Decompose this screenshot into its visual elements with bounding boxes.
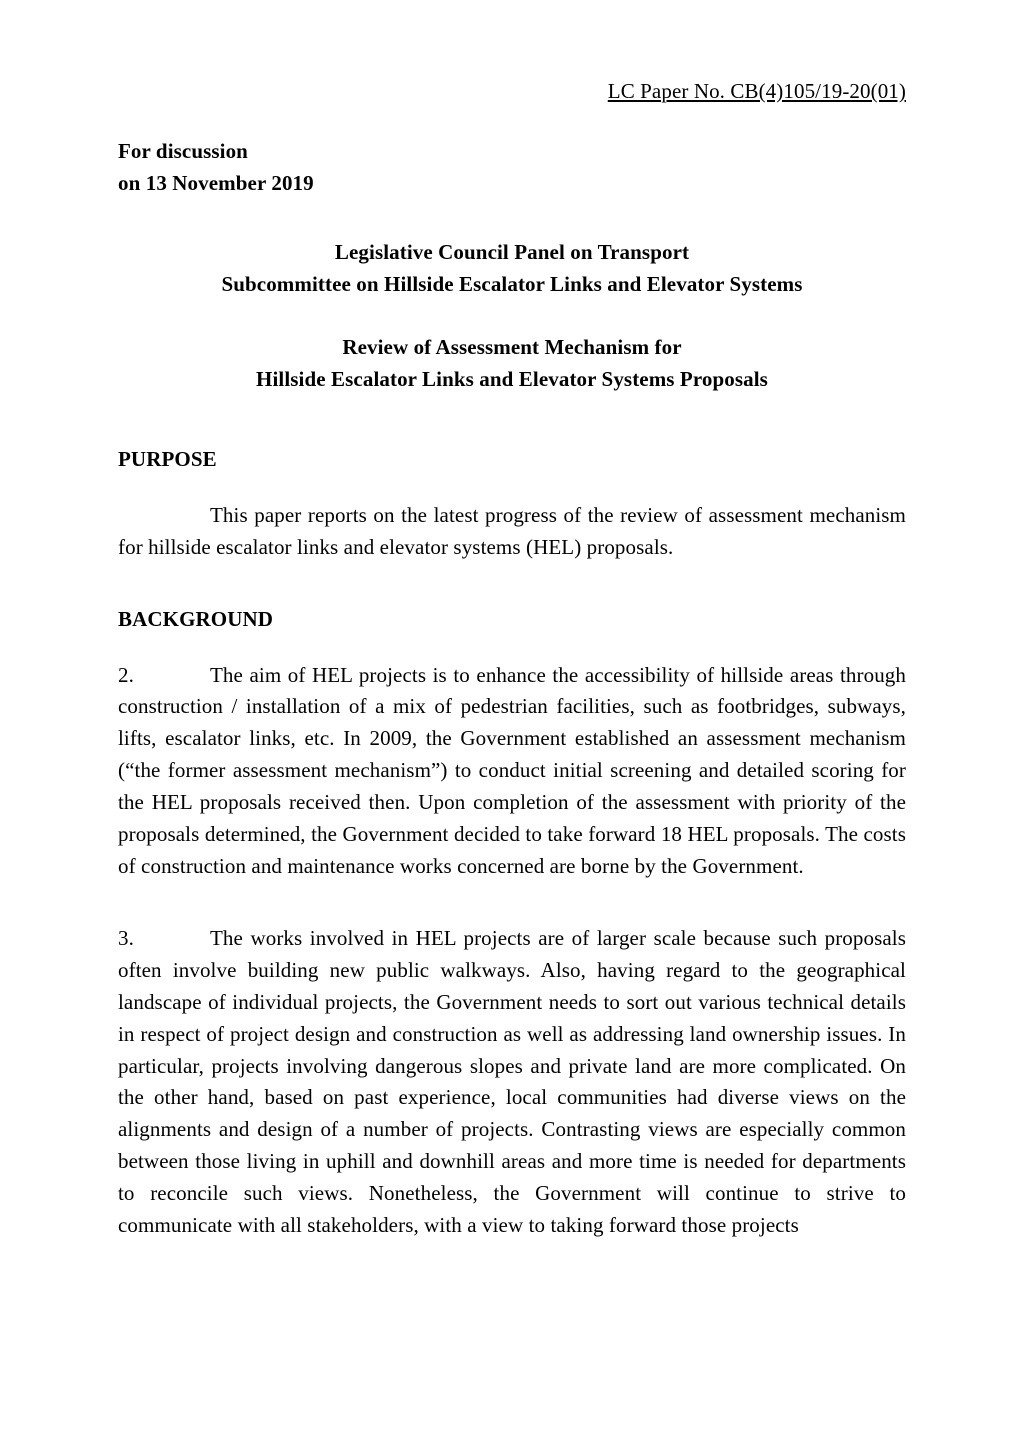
background-para-2: 2.The aim of HEL projects is to enhance … — [118, 660, 906, 883]
para-number-3: 3. — [118, 923, 210, 955]
purpose-para-1: This paper reports on the latest progres… — [118, 500, 906, 564]
title-line-1: Legislative Council Panel on Transport — [118, 236, 906, 269]
discussion-line-1: For discussion — [118, 136, 906, 168]
background-para-3: 3.The works involved in HEL projects are… — [118, 923, 906, 1242]
background-heading: BACKGROUND — [118, 604, 906, 636]
title-block: Legislative Council Panel on Transport S… — [118, 236, 906, 301]
background-para-2-text: The aim of HEL projects is to enhance th… — [118, 663, 906, 878]
para-number-2: 2. — [118, 660, 210, 692]
background-para-3-text: The works involved in HEL projects are o… — [118, 926, 906, 1237]
discussion-block: For discussion on 13 November 2019 — [118, 136, 906, 200]
discussion-line-2: on 13 November 2019 — [118, 168, 906, 200]
purpose-para-1-text: This paper reports on the latest progres… — [118, 503, 906, 559]
subtitle-block: Review of Assessment Mechanism for Hills… — [118, 331, 906, 396]
purpose-heading: PURPOSE — [118, 444, 906, 476]
subtitle-line-1: Review of Assessment Mechanism for — [118, 331, 906, 364]
subtitle-line-2: Hillside Escalator Links and Elevator Sy… — [118, 363, 906, 396]
paper-number: LC Paper No. CB(4)105/19-20(01) — [118, 76, 906, 108]
title-line-2: Subcommittee on Hillside Escalator Links… — [118, 268, 906, 301]
